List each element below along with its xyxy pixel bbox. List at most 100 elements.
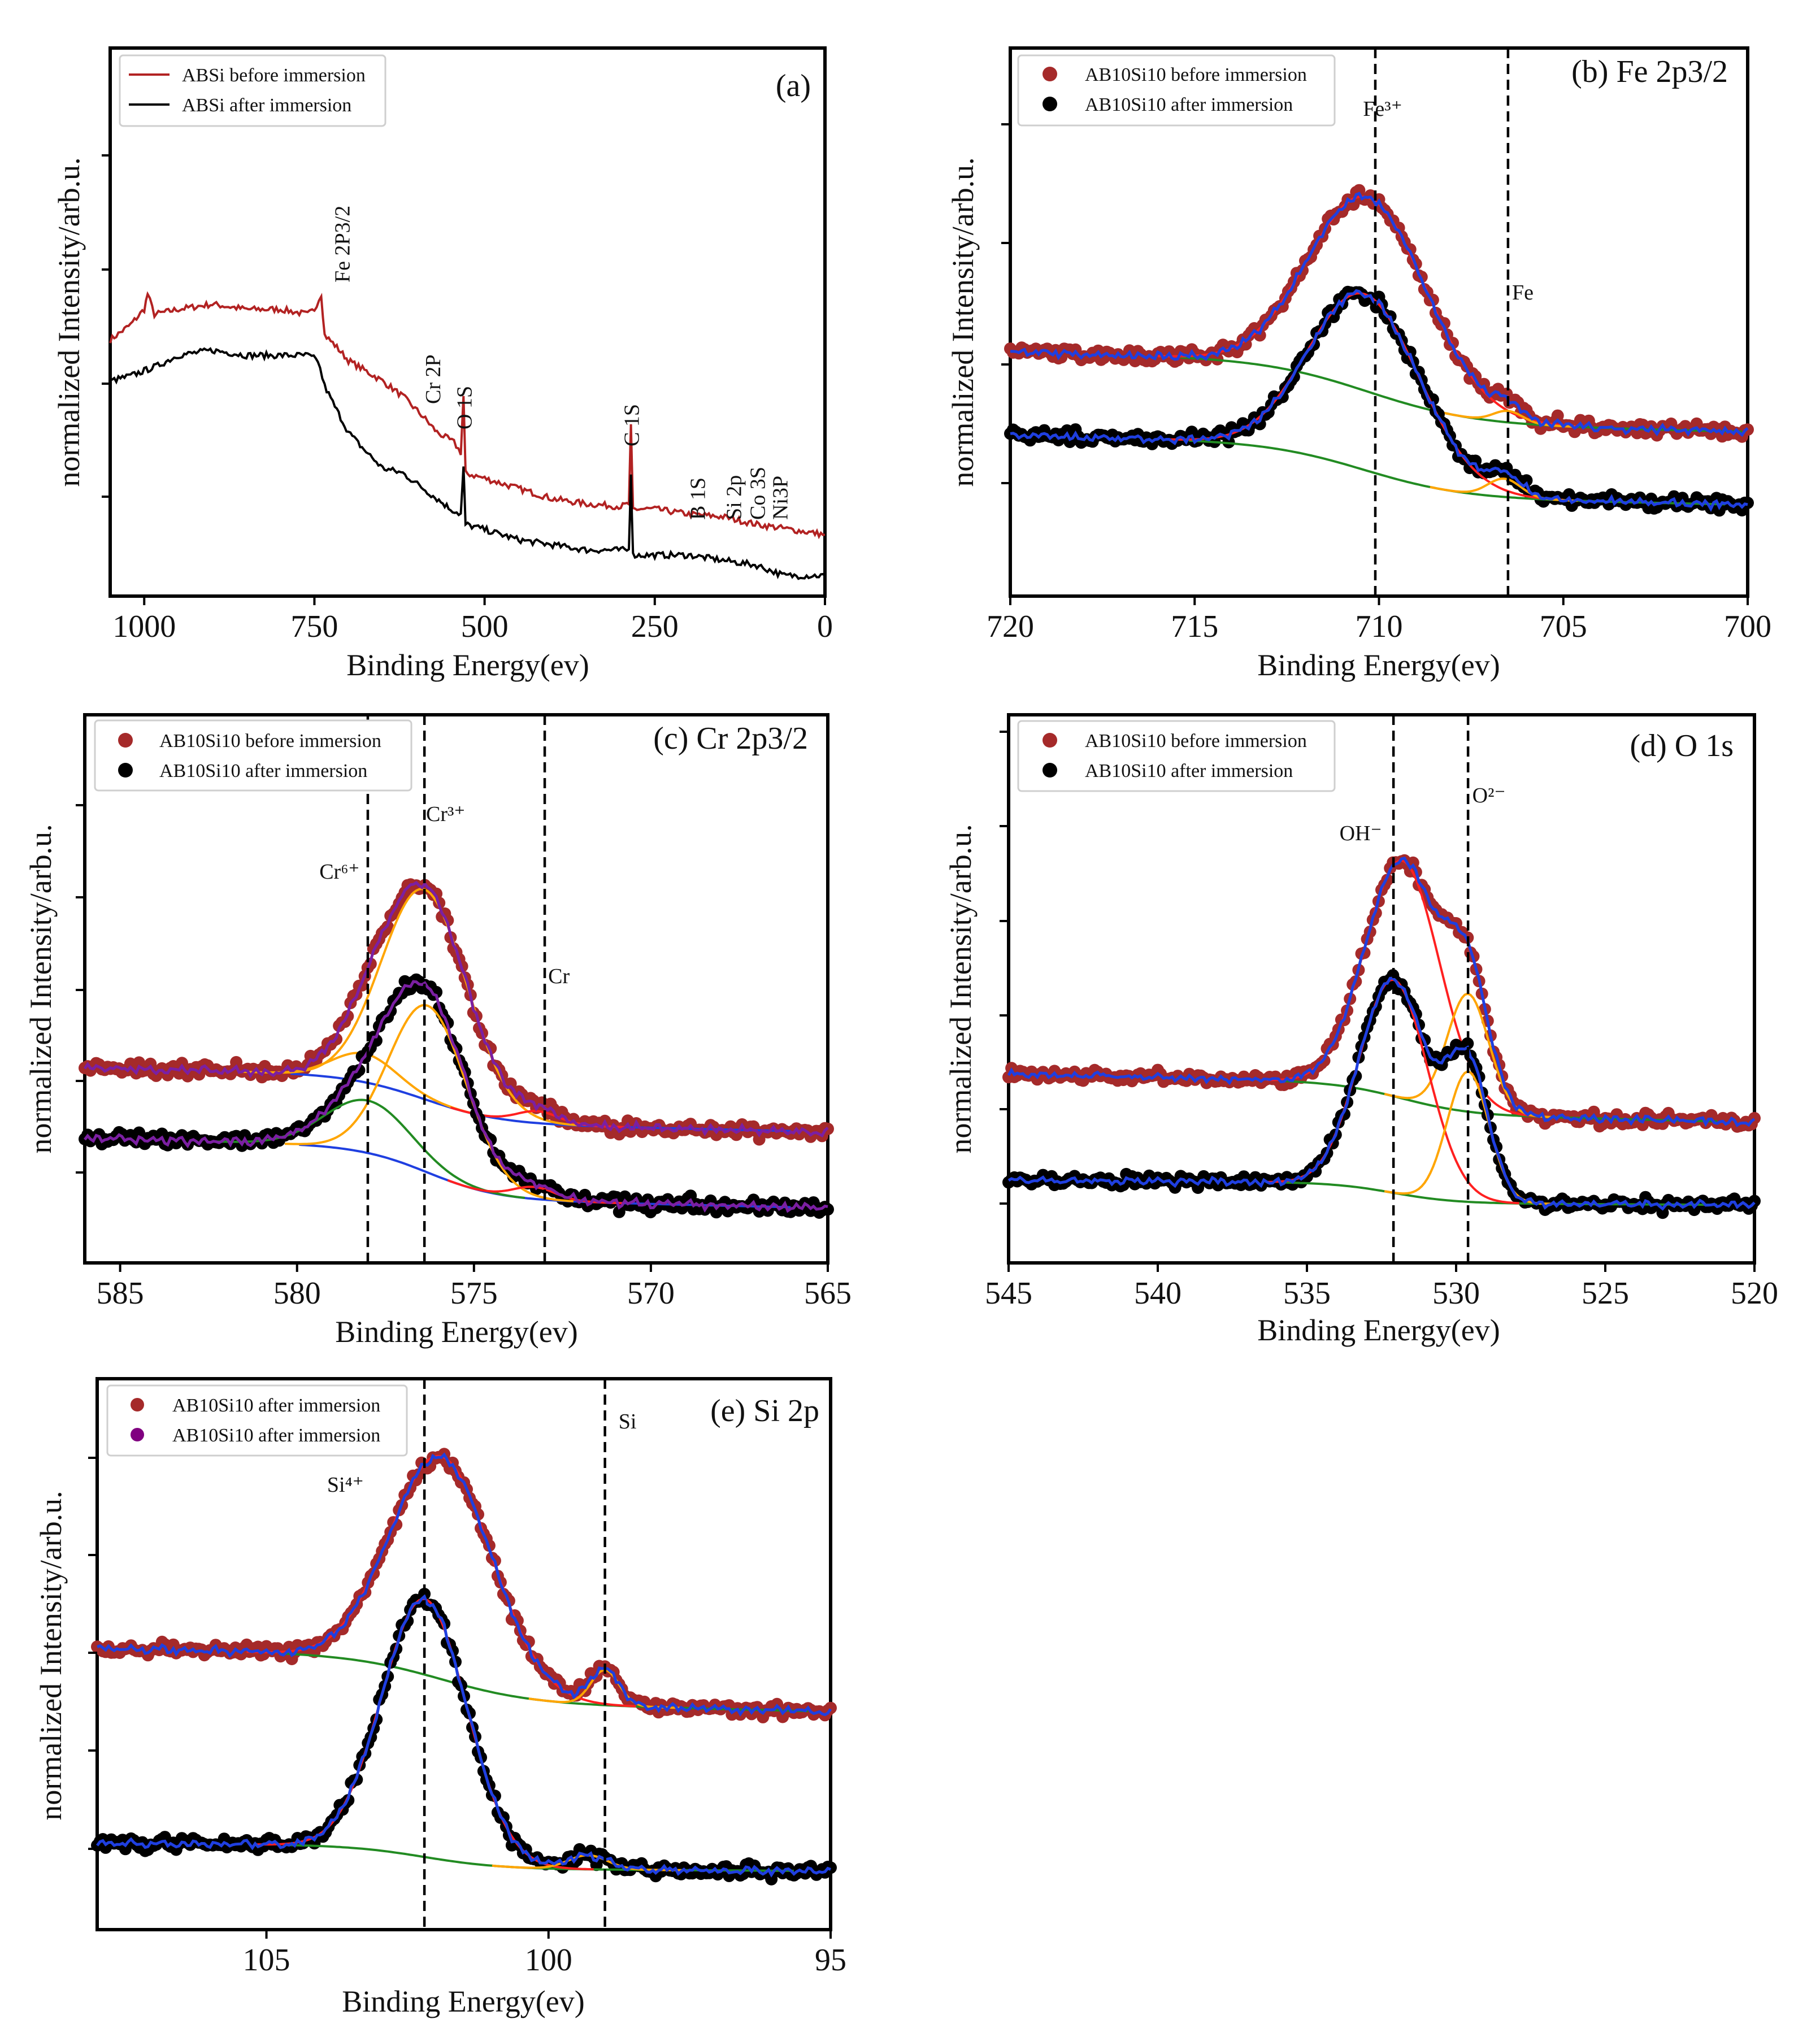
x-axis-label-d: Binding Energy(ev): [1257, 1313, 1500, 1347]
x-ticks-d: 545 540 535 530 525 520: [985, 1263, 1778, 1311]
data-point: [824, 1701, 837, 1714]
y-axis-label-b: normalized Intensity/arb.u.: [946, 157, 980, 487]
x-tick-label: 500: [461, 609, 509, 644]
series-line-before: [109, 291, 826, 540]
fit-envelope: [97, 1452, 832, 1717]
legend-marker-before: [118, 733, 133, 748]
legend-label-before: ABSi before immersion: [182, 65, 366, 86]
plot-frame-c: [83, 713, 829, 1265]
peak-label: Ni3P: [768, 476, 792, 520]
legend-marker-after: [1043, 763, 1057, 778]
component-peak: [284, 1004, 574, 1202]
annotations-d: OH⁻ O²⁻: [1340, 784, 1506, 845]
legend-label-after: ABSi after immersion: [182, 95, 351, 116]
x-tick-label: 575: [450, 1276, 498, 1311]
x-axis-label-b: Binding Energy(ev): [1257, 648, 1500, 682]
peak-annotation: Fe³⁺: [1363, 97, 1402, 121]
x-tick-label: 545: [985, 1276, 1032, 1311]
panel-title-a: (a): [776, 68, 811, 103]
x-tick-label: 565: [804, 1276, 852, 1311]
x-tick-label: 525: [1582, 1276, 1629, 1311]
peak-label: Si 2p: [722, 475, 746, 520]
x-tick-label: 570: [627, 1276, 675, 1311]
legend-c: AB10Si10 before immersion AB10Si10 after…: [94, 719, 412, 792]
y-ticks-b: [1001, 123, 1010, 484]
y-axis-label-e: normalized Intensity/arb.u.: [34, 1491, 68, 1820]
series-group-e: [91, 1448, 837, 1886]
legend-box-c: [94, 719, 412, 792]
legend-label-1: AB10Si10 after immersion: [172, 1395, 380, 1416]
fit-envelope: [83, 880, 829, 1138]
x-tick-label: 540: [1134, 1276, 1182, 1311]
annotations-c: Cr⁶⁺ Cr³⁺ Cr: [319, 802, 570, 988]
x-axis-label-a: Binding Energy(ev): [346, 648, 589, 682]
legend-marker-1: [131, 1398, 144, 1411]
x-tick-label: 100: [525, 1943, 572, 1978]
x-tick-label: 95: [815, 1943, 846, 1978]
legend-marker-before: [1043, 67, 1057, 81]
panel-e: 105 100 95 Si⁴⁺ Si (e) Si 2p Binding Energy…: [34, 1377, 846, 2018]
fit-envelope: [1007, 976, 1756, 1211]
legend-d: AB10Si10 before immersion AB10Si10 after…: [1017, 720, 1336, 792]
x-tick-label: 705: [1540, 609, 1587, 644]
series-points-1: [79, 973, 834, 1219]
data-point: [1461, 1037, 1474, 1050]
fit-envelope: [1007, 856, 1756, 1127]
data-point: [353, 1064, 366, 1077]
x-tick-label: 700: [1724, 609, 1771, 644]
legend-label-before: AB10Si10 before immersion: [159, 731, 381, 752]
vlines-d: [1392, 715, 1470, 1263]
x-ticks-b: 720 715 710 705 700: [987, 596, 1771, 644]
x-tick-label: 535: [1283, 1276, 1331, 1311]
x-tick-label: 715: [1171, 609, 1218, 644]
plot-frame-e: [95, 1377, 832, 1931]
legend-label-before: AB10Si10 before immersion: [1085, 731, 1307, 752]
legend-box-e: [106, 1384, 408, 1457]
data-point: [1520, 474, 1533, 487]
peak-label: Co 3S: [746, 467, 770, 520]
fit-envelope: [96, 1594, 831, 1878]
annotations-e: Si⁴⁺ Si: [327, 1410, 637, 1497]
peak-annotation: OH⁻: [1340, 822, 1382, 845]
series-group-c: [79, 878, 834, 1219]
panel-title-e: (e) Si 2p: [710, 1393, 819, 1428]
x-tick-label: 585: [97, 1276, 144, 1311]
legend-label-2: AB10Si10 after immersion: [172, 1425, 380, 1446]
peak-annotation: Si: [619, 1410, 637, 1434]
peak-label: C 1S: [620, 404, 644, 446]
peak-annotation: Cr⁶⁺: [319, 860, 359, 884]
vlines-c: [366, 715, 546, 1263]
vlines-b: [1374, 48, 1510, 596]
legend-a: ABSi before immersion ABSi after immersi…: [119, 54, 386, 127]
legend-marker-after: [1043, 97, 1057, 111]
legend-marker-after: [118, 763, 133, 778]
series-points-0: [79, 878, 834, 1146]
fit-envelope: [1010, 289, 1748, 512]
peak-label: Fe 2P3/2: [331, 206, 355, 283]
legend-label-before: AB10Si10 before immersion: [1085, 64, 1307, 85]
plot-frame-d: [1007, 713, 1756, 1265]
peak-label: Cr 2P: [422, 354, 445, 404]
panel-a: 1000 750 500 250 0 Fe 2P3/2 Cr 2P O 1S C 1S B 1S…: [52, 46, 833, 682]
x-ticks-c: 585 580 575 570 565: [97, 1263, 852, 1311]
legend-box-a: [119, 54, 386, 127]
panel-b: 720 715 710 705 700 Fe³⁺ Fe (b) Fe 2p3/2 Bind…: [946, 46, 1771, 682]
series-group-a: [109, 291, 826, 580]
x-ticks-e: 105 100 95: [243, 1930, 846, 1978]
y-axis-label-d: normalized Intensity/arb.u.: [944, 824, 978, 1153]
component-peak: [1166, 292, 1563, 501]
annotations-b: Fe³⁺ Fe: [1363, 97, 1534, 305]
panel-d: 545 540 535 530 525 520 OH⁻ O²⁻ (d) O 1s Bindi…: [944, 713, 1778, 1347]
series-points-1: [91, 1588, 837, 1886]
legend-label-after: AB10Si10 after immersion: [1085, 761, 1293, 781]
x-tick-label: 1000: [112, 609, 176, 644]
y-ticks-d: [1000, 731, 1009, 1205]
peak-annotation: O²⁻: [1472, 784, 1506, 807]
y-axis-label-a: normalized Intensity/arb.u.: [52, 157, 86, 487]
series-group-d: [1002, 854, 1761, 1219]
y-ticks-c: [76, 804, 85, 1174]
x-axis-label-c: Binding Energy(ev): [335, 1315, 577, 1349]
peak-label: B 1S: [687, 477, 710, 520]
